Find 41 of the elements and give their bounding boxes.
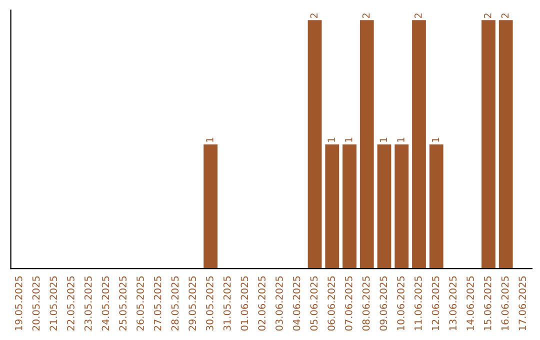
x-tick-label: 20.05.2025 <box>32 276 40 330</box>
data-label: 1 <box>380 138 387 142</box>
x-tick-label: 30.05.2025 <box>206 276 214 330</box>
x-tick-label: 22.05.2025 <box>67 276 74 330</box>
x-tick-label: 25.05.2025 <box>119 276 127 330</box>
x-tick-label: 11.06.2025 <box>414 276 422 330</box>
data-label: 1 <box>328 138 335 142</box>
x-tick-label: 15.06.2025 <box>484 276 492 330</box>
x-tick-label: 19.05.2025 <box>14 276 22 330</box>
x-tick-label: 29.05.2025 <box>188 276 196 330</box>
x-tick-label: 28.05.2025 <box>171 276 179 330</box>
x-tick-label: 16.06.2025 <box>501 276 509 330</box>
data-label: 1 <box>345 138 352 142</box>
x-tick-label: 17.06.2025 <box>518 276 526 330</box>
data-label: 1 <box>432 138 440 142</box>
x-tick-label: 06.06.2025 <box>328 276 335 331</box>
data-label: 1 <box>397 138 404 142</box>
x-tick-label: 07.06.2025 <box>344 276 352 331</box>
data-label: 2 <box>362 14 370 18</box>
data-label: 2 <box>484 14 492 18</box>
x-tick-label: 05.06.2025 <box>310 276 318 331</box>
x-tick-label: 26.05.2025 <box>136 276 144 330</box>
x-tick-label: 03.06.2025 <box>276 276 283 331</box>
x-tick-label: 08.06.2025 <box>362 276 370 331</box>
x-tick-label: 21.05.2025 <box>50 276 58 330</box>
x-tick-label: 23.05.2025 <box>84 276 92 330</box>
data-label: 2 <box>414 14 422 18</box>
data-label: 2 <box>501 14 509 18</box>
data-label: 2 <box>310 14 318 18</box>
x-tick-label: 14.06.2025 <box>466 276 474 330</box>
x-tick-label: 02.06.2025 <box>258 276 266 331</box>
x-tick-label: 27.05.2025 <box>154 276 162 330</box>
x-tick-label: 01.06.2025 <box>240 276 248 331</box>
x-tick-label: 10.06.2025 <box>397 276 404 330</box>
x-tick-label: 24.05.2025 <box>102 276 110 330</box>
x-tick-label: 13.06.2025 <box>449 276 457 330</box>
data-label: 1 <box>206 138 214 142</box>
x-tick-label: 04.06.2025 <box>292 276 300 331</box>
x-tick-label: 12.06.2025 <box>432 276 440 330</box>
x-tick-label: 31.05.2025 <box>223 276 231 330</box>
x-tick-label: 09.06.2025 <box>380 276 388 331</box>
